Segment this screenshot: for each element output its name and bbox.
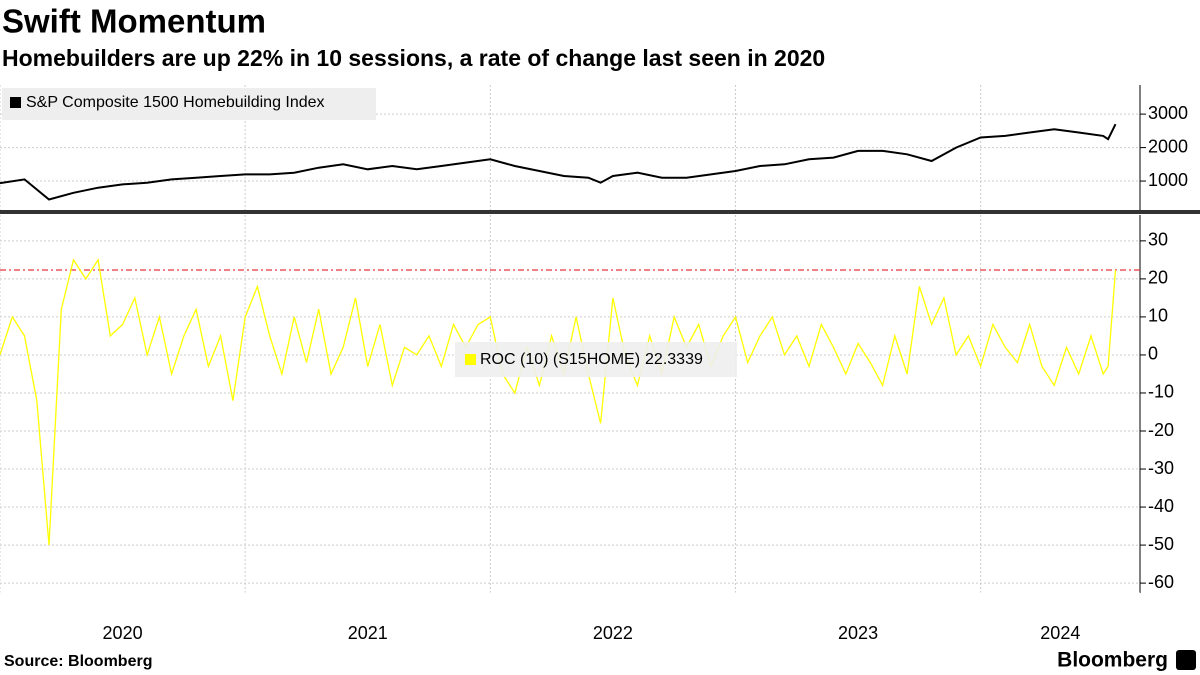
y-tick-label: 30 [1148,230,1168,250]
data-line [0,258,1117,546]
y-tick-label: -10 [1148,382,1174,402]
y-tick-label: 3000 [1148,103,1188,123]
y-tick-label: 2000 [1148,136,1188,156]
legend-value: 22.3339 [645,351,703,368]
y-tick-label: 1000 [1148,170,1188,190]
legend-box [2,88,376,120]
data-line [0,123,1117,201]
legend-swatch [465,354,476,365]
logo: Bloomberg [1057,649,1168,672]
y-tick-label: -60 [1148,572,1174,592]
legend-box [455,342,737,377]
y-tick-label: -40 [1148,496,1174,516]
legend-name: ROC (10) (S15HOME) [480,351,640,368]
y-tick-label: 20 [1148,268,1168,288]
x-tick-label: 2020 [103,623,143,643]
y-tick-label: 0 [1148,344,1158,364]
x-tick-label: 2023 [838,623,878,643]
y-tick-label: -20 [1148,420,1174,440]
legend-label: ROC (10) (S15HOME) 22.3339 [480,351,703,368]
logo-icon [1176,650,1196,670]
panel-separator [0,210,1200,214]
y-tick-label: -30 [1148,458,1174,478]
legend-label: S&P Composite 1500 Homebuilding Index [26,94,325,111]
source: Source: Bloomberg [4,653,152,670]
y-tick-label: 10 [1148,306,1168,326]
x-tick-label: 2024 [1040,623,1080,643]
legend-swatch [10,97,21,108]
x-tick-label: 2022 [593,623,633,643]
y-tick-label: -50 [1148,534,1174,554]
chart-subtitle: Homebuilders are up 22% in 10 sessions, … [2,45,825,71]
chart-title: Swift Momentum [2,3,266,40]
x-tick-label: 2021 [348,623,388,643]
